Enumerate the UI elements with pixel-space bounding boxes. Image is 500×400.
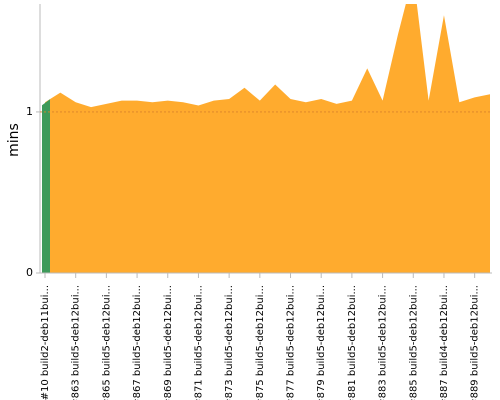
x-tick-label: #869 build5-deb12bui... [163, 285, 174, 400]
y-tick-label: 0 [26, 266, 33, 279]
first-build-area [42, 99, 50, 273]
x-tick-label: #885 build5-deb12bui... [408, 285, 419, 400]
x-tick-label: #873 build5-deb12bui... [224, 285, 235, 400]
y-axis-label: mins [6, 123, 22, 157]
x-tick-label: #889 build5-deb12bui... [470, 285, 481, 400]
x-tick-label: #879 build5-deb12bui... [316, 285, 327, 400]
plot-area [42, 4, 490, 273]
x-tick-label: #10 build2-deb11bui... [40, 285, 51, 400]
x-tick-label: #875 build5-deb12bui... [255, 285, 266, 400]
x-tick-label: #867 build5-deb12bui... [132, 285, 143, 400]
x-tick-label: #871 build5-deb12bui... [193, 285, 204, 400]
area [45, 4, 490, 273]
x-tick-label: #863 build5-deb12bui... [71, 285, 82, 400]
x-tick-label: #881 build5-deb12bui... [347, 285, 358, 400]
x-tick-label: #865 build5-deb12bui... [101, 285, 112, 400]
x-tick-label: #887 build4-deb12bui... [439, 285, 450, 400]
y-tick-label: 1 [26, 105, 33, 118]
x-tick-label: #877 build5-deb12bui... [286, 285, 297, 400]
x-tick-label: #883 build5-deb12bui... [378, 285, 389, 400]
